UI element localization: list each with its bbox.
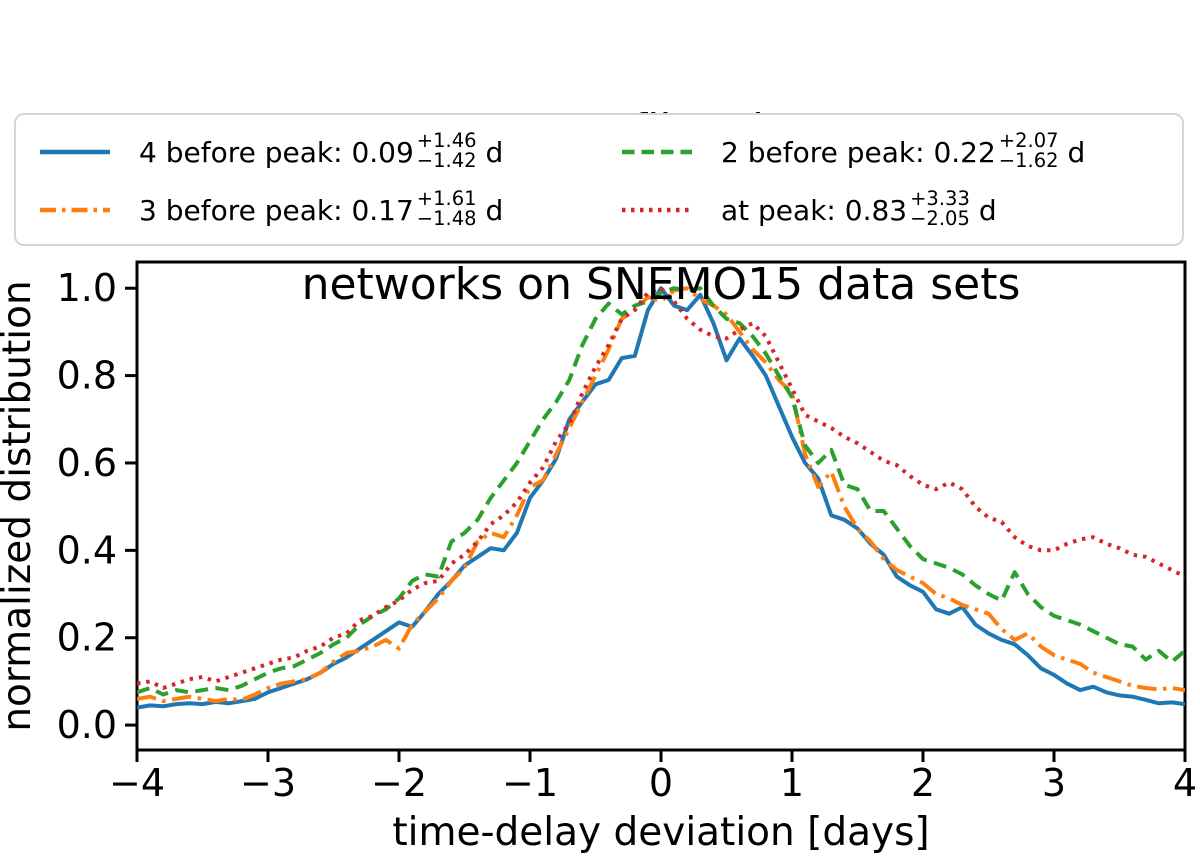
legend-item-4-before-peak: 4 before peak: 0.09 +1.46 −1.42 d: [38, 124, 503, 180]
legend-label: 4 before peak: 0.09 +1.46 −1.42 d: [139, 129, 504, 172]
error-stack: +3.33 −2.05: [910, 187, 970, 230]
error-stack: +1.61 −1.48: [416, 187, 477, 230]
x-tick-label: −2: [371, 761, 427, 805]
legend-label: 3 before peak: 0.17 +1.61 −1.48 d: [139, 187, 504, 230]
legend-line-dashdot-icon: [40, 207, 110, 213]
x-tick-label: 0: [649, 761, 673, 805]
legend-line-dashed-icon: [622, 149, 692, 155]
y-tick-label: 1.0: [57, 266, 117, 310]
legend-item-at-peak: at peak: 0.83 +3.33 −2.05 d: [620, 182, 997, 238]
series-line-1: [137, 286, 1185, 704]
y-tick-label: 0.0: [57, 703, 117, 747]
error-stack: +1.46 −1.42: [416, 129, 477, 172]
legend-line-solid-icon: [40, 149, 110, 155]
legend-item-2-before-peak: 2 before peak: 0.22 +2.07 −1.62 d: [620, 124, 1085, 180]
x-tick-label: −1: [502, 761, 558, 805]
x-axis-label: time-delay deviation [days]: [392, 810, 929, 855]
y-tick-label: 0.4: [57, 528, 117, 572]
axis-ticks: −4 −3 −2 −1 0 1 2 3 4 0.0 0.2 0.4 0.6 0.8 1.0: [57, 266, 1198, 805]
legend-line-dotted-icon: [622, 207, 692, 213]
chart-title-line2: networks on SNEMO15 data sets: [301, 259, 1021, 311]
legend-label: at peak: 0.83 +3.33 −2.05 d: [721, 187, 997, 230]
y-tick-label: 0.2: [57, 616, 117, 660]
x-tick-label: 4: [1173, 761, 1197, 805]
x-tick-label: 3: [1042, 761, 1066, 805]
x-tick-label: 2: [911, 761, 935, 805]
legend-item-3-before-peak: 3 before peak: 0.17 +1.61 −1.48 d: [38, 182, 503, 238]
error-stack: +2.07 −1.62: [998, 129, 1059, 172]
legend: 4 before peak: 0.09 +1.46 −1.42 d 3 before …: [14, 113, 1184, 246]
x-tick-label: −4: [109, 761, 165, 805]
y-tick-label: 0.8: [57, 354, 117, 398]
series-line-2: [137, 286, 1185, 697]
y-axis-label: normalized distribution: [0, 280, 40, 731]
legend-label: 2 before peak: 0.22 +2.07 −1.62 d: [721, 129, 1086, 172]
x-tick-label: −3: [240, 761, 296, 805]
y-tick-label: 0.6: [57, 441, 117, 485]
series-group: [137, 286, 1185, 710]
x-tick-label: 1: [780, 761, 804, 805]
